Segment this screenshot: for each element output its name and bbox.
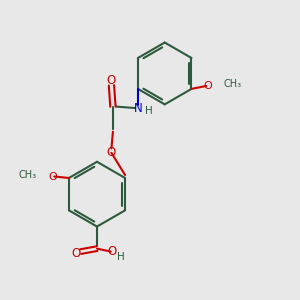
Text: O: O bbox=[203, 81, 212, 91]
Text: O: O bbox=[108, 245, 117, 258]
Text: N: N bbox=[134, 101, 142, 115]
Text: CH₃: CH₃ bbox=[223, 80, 241, 89]
Text: O: O bbox=[71, 247, 80, 260]
Text: H: H bbox=[145, 106, 153, 116]
Text: O: O bbox=[107, 74, 116, 87]
Text: CH₃: CH₃ bbox=[18, 170, 37, 180]
Text: O: O bbox=[48, 172, 57, 182]
Text: H: H bbox=[117, 252, 125, 262]
Text: O: O bbox=[107, 146, 116, 159]
